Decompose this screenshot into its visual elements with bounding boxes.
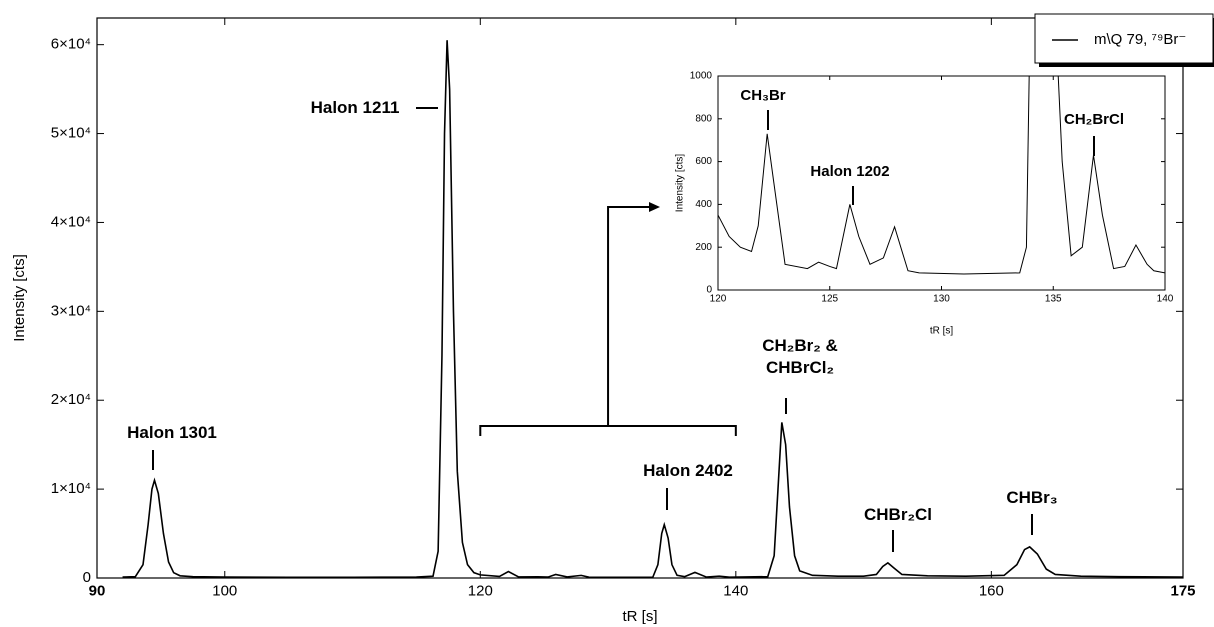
x-tick-label: 90 bbox=[89, 582, 106, 599]
panel: 120 125 130 135 140 0 200 400 600 800 1000 tR [s] In… bbox=[675, 71, 1174, 337]
annotation: Halon 1301 bbox=[127, 423, 217, 442]
data-line bbox=[122, 40, 1183, 578]
annotation: Halon 1202 bbox=[810, 163, 890, 180]
annotation: CH₂BrCl bbox=[1064, 111, 1124, 128]
y-tick-label: 6×10⁴ bbox=[51, 36, 91, 53]
x-tick-label: 130 bbox=[933, 294, 950, 305]
y-tick-label: 1×10⁴ bbox=[51, 480, 91, 497]
arrow-head bbox=[649, 202, 660, 212]
data-line bbox=[718, 76, 1165, 275]
y-tick-label: 0 bbox=[706, 285, 712, 296]
y-axis-label: Intensity [cts] bbox=[11, 254, 28, 342]
y-tick-label: 1000 bbox=[690, 71, 713, 82]
legend-label: m\Q 79, ⁷⁹Br⁻ bbox=[1094, 31, 1186, 48]
x-axis-label: tR [s] bbox=[622, 608, 657, 625]
x-tick-label: 120 bbox=[710, 294, 727, 305]
y-tick-label: 400 bbox=[695, 199, 712, 210]
x-tick-label: 125 bbox=[821, 294, 838, 305]
annotation: CH₂Br₂ & CHBrCl₂ bbox=[762, 336, 838, 377]
y-tick-label: 2×10⁴ bbox=[51, 391, 91, 408]
annotation: Halon 1211 bbox=[310, 98, 400, 117]
x-tick-label: 135 bbox=[1045, 294, 1062, 305]
legend-box bbox=[1034, 13, 1214, 64]
bracket bbox=[479, 206, 737, 436]
y-tick-label: 600 bbox=[695, 156, 712, 167]
x-tick-label: 120 bbox=[468, 582, 493, 599]
y-tick-label: 5×10⁴ bbox=[51, 125, 91, 142]
y-tick-label: 800 bbox=[695, 113, 712, 124]
x-tick-label: 100 bbox=[212, 582, 237, 599]
y-tick-label: 200 bbox=[695, 242, 712, 253]
x-tick-label: 160 bbox=[979, 582, 1004, 599]
x-tick-label: 140 bbox=[1157, 294, 1174, 305]
y-tick-label: 3×10⁴ bbox=[51, 302, 91, 319]
annotation: CH₃Br bbox=[740, 87, 786, 104]
annotation: Halon 2402 bbox=[643, 461, 733, 480]
x-tick-label: 140 bbox=[723, 582, 748, 599]
y-tick-label: 0 bbox=[83, 569, 91, 586]
y-axis-label: Intensity [cts] bbox=[675, 154, 686, 213]
x-axis-label: tR [s] bbox=[930, 326, 954, 337]
x-tick-label: 175 bbox=[1170, 582, 1195, 599]
annotation: CHBr₂Cl bbox=[864, 505, 932, 524]
y-tick-label: 4×10⁴ bbox=[51, 213, 91, 230]
annotation: CHBr₃ bbox=[1006, 488, 1058, 507]
